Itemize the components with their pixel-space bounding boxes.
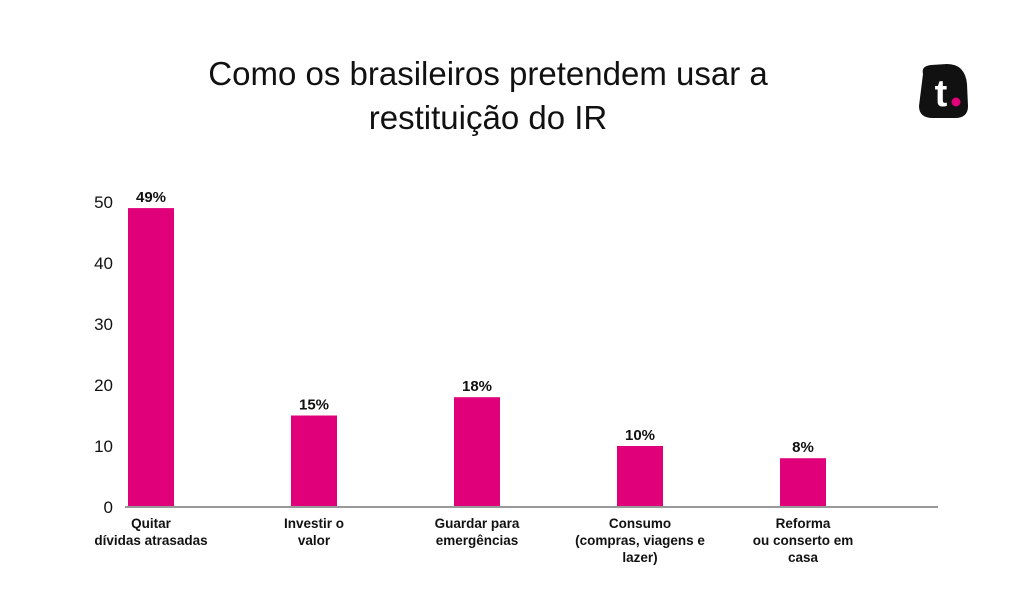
brand-logo-icon: t [919,64,968,118]
x-tick-label-line: emergências [435,533,519,548]
y-tick-label: 20 [94,376,113,395]
y-tick-label: 30 [94,315,113,334]
x-tick-label: Reforma ou conserto em casa [718,515,888,566]
x-tick-label-line: ou conserto em [752,533,854,548]
x-tick-label-line: Consumo [608,516,672,531]
x-tick-label-line: Reforma [775,516,831,531]
data-label: 8% [792,439,814,456]
x-tick-label-line: (compras, viagens e [575,533,705,548]
chart-title-line-2: restituição do IR [368,99,608,136]
bar [780,458,826,507]
bar [291,415,337,507]
bar [128,208,174,507]
x-tick-label: Guardar para emergências [392,515,562,549]
y-tick-label: 40 [94,254,113,273]
data-label: 15% [299,397,329,414]
bar [617,446,663,507]
bar [454,397,500,507]
data-label: 10% [625,427,655,444]
y-tick-label: 0 [104,498,113,517]
chart-title: Como os brasileiros pretendem usar a res… [0,52,976,140]
x-tick-label: Investir o valor [229,515,399,549]
x-tick-label: Consumo (compras, viagens e lazer) [555,515,725,566]
data-label: 49% [136,189,166,206]
x-tick-label: Quitar dívidas atrasadas [66,515,236,549]
chart-title-line-1: Como os brasileiros pretendem usar a [208,55,768,92]
data-label: 18% [462,378,492,395]
logo-glyph: t [935,73,948,115]
x-tick-label-line: Guardar para [434,516,520,531]
x-tick-label-line: casa [787,550,819,565]
x-tick-label-line: valor [297,533,331,548]
y-tick-label: 10 [94,437,113,456]
x-tick-label-line: dívidas atrasadas [94,533,208,548]
x-tick-label-line: Investir o [283,516,345,531]
y-tick-label: 50 [94,193,113,212]
x-tick-label-line: lazer) [622,550,658,565]
x-tick-label-line: Quitar [131,516,171,531]
